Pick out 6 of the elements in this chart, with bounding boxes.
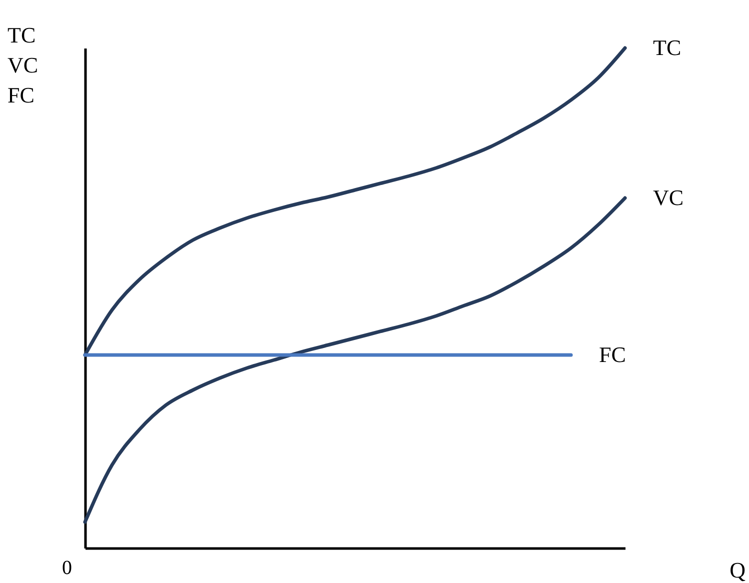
y-axis-title: TC VC FC (8, 22, 38, 108)
series-label: FC (599, 342, 626, 367)
x-axis-title: Q (730, 558, 746, 582)
series-label: VC (653, 185, 684, 210)
series-label: TC (653, 35, 682, 60)
text: 0 (62, 557, 72, 579)
